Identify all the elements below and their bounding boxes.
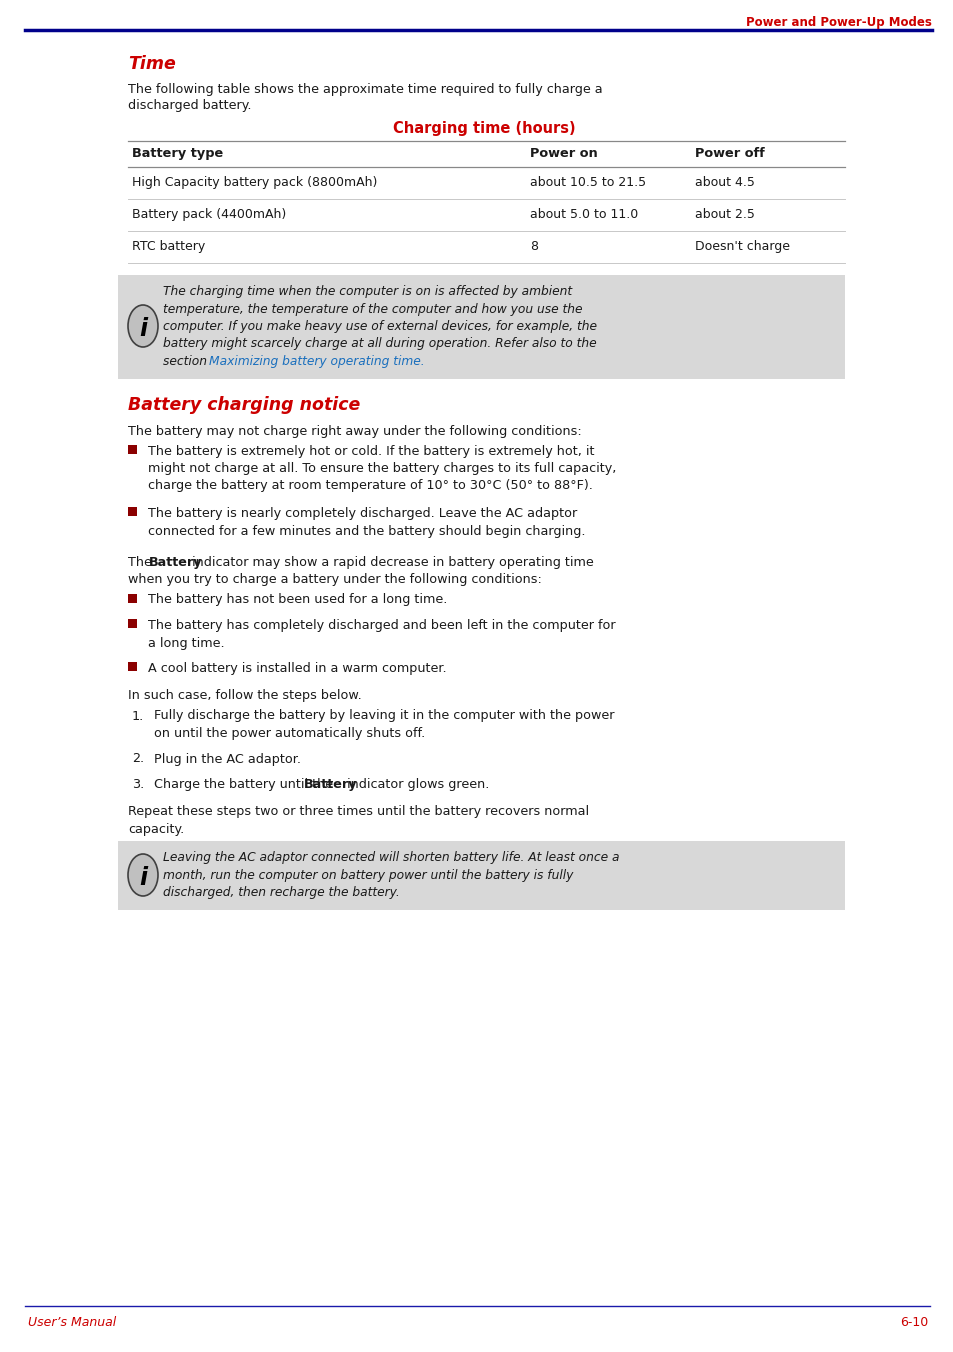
Text: Repeat these steps two or three times until the battery recovers normal: Repeat these steps two or three times un…: [128, 806, 589, 818]
Text: capacity.: capacity.: [128, 823, 184, 836]
Text: about 4.5: about 4.5: [695, 176, 754, 189]
Text: connected for a few minutes and the battery should begin charging.: connected for a few minutes and the batt…: [148, 525, 585, 538]
Text: 1.: 1.: [132, 710, 144, 722]
Text: The battery is nearly completely discharged. Leave the AC adaptor: The battery is nearly completely dischar…: [148, 507, 577, 521]
Text: 8: 8: [530, 241, 537, 253]
Ellipse shape: [128, 306, 158, 347]
Text: computer. If you make heavy use of external devices, for example, the: computer. If you make heavy use of exter…: [163, 320, 597, 333]
Bar: [128, 594, 137, 603]
Text: Maximizing battery operating time.: Maximizing battery operating time.: [209, 356, 424, 368]
Text: In such case, follow the steps below.: In such case, follow the steps below.: [128, 690, 361, 703]
Text: Time: Time: [128, 55, 175, 73]
Text: The following table shows the approximate time required to fully charge a: The following table shows the approximat…: [128, 82, 602, 96]
Text: section: section: [163, 356, 211, 368]
Text: battery might scarcely charge at all during operation. Refer also to the: battery might scarcely charge at all dur…: [163, 338, 596, 350]
Text: Power and Power-Up Modes: Power and Power-Up Modes: [745, 16, 931, 28]
Text: on until the power automatically shuts off.: on until the power automatically shuts o…: [153, 727, 425, 740]
Text: might not charge at all. To ensure the battery charges to its full capacity,: might not charge at all. To ensure the b…: [148, 462, 616, 475]
Text: The battery may not charge right away under the following conditions:: The battery may not charge right away un…: [128, 425, 581, 438]
Text: Charging time (hours): Charging time (hours): [393, 120, 575, 137]
Text: The battery has not been used for a long time.: The battery has not been used for a long…: [148, 594, 447, 607]
Bar: [128, 445, 137, 453]
Text: about 5.0 to 11.0: about 5.0 to 11.0: [530, 208, 638, 220]
Bar: [128, 662, 137, 671]
Text: Battery: Battery: [304, 777, 357, 791]
Text: indicator glows green.: indicator glows green.: [343, 777, 489, 791]
Text: Plug in the AC adaptor.: Plug in the AC adaptor.: [153, 753, 301, 765]
Bar: [128, 619, 137, 627]
Text: about 10.5 to 21.5: about 10.5 to 21.5: [530, 176, 645, 189]
Text: 3.: 3.: [132, 777, 144, 791]
Text: Fully discharge the battery by leaving it in the computer with the power: Fully discharge the battery by leaving i…: [153, 710, 614, 722]
Text: 2.: 2.: [132, 753, 144, 765]
Text: indicator may show a rapid decrease in battery operating time: indicator may show a rapid decrease in b…: [188, 556, 593, 569]
Text: Doesn't charge: Doesn't charge: [695, 241, 789, 253]
Text: i: i: [139, 867, 147, 890]
Text: i: i: [139, 316, 147, 341]
Text: Battery type: Battery type: [132, 147, 223, 160]
Text: Battery: Battery: [149, 556, 202, 569]
Text: 6-10: 6-10: [899, 1315, 927, 1329]
Text: High Capacity battery pack (8800mAh): High Capacity battery pack (8800mAh): [132, 176, 377, 189]
Text: a long time.: a long time.: [148, 637, 224, 649]
Bar: [118, 841, 844, 910]
Text: The battery is extremely hot or cold. If the battery is extremely hot, it: The battery is extremely hot or cold. If…: [148, 445, 594, 457]
Text: Leaving the AC adaptor connected will shorten battery life. At least once a: Leaving the AC adaptor connected will sh…: [163, 850, 618, 864]
Bar: [128, 507, 137, 516]
Text: Power off: Power off: [695, 147, 764, 160]
Text: Battery pack (4400mAh): Battery pack (4400mAh): [132, 208, 286, 220]
Text: Battery charging notice: Battery charging notice: [128, 396, 360, 415]
Text: Charge the battery until the: Charge the battery until the: [153, 777, 336, 791]
Ellipse shape: [128, 854, 158, 896]
Text: The battery has completely discharged and been left in the computer for: The battery has completely discharged an…: [148, 619, 615, 631]
Text: RTC battery: RTC battery: [132, 241, 205, 253]
Text: Power on: Power on: [530, 147, 598, 160]
Text: A cool battery is installed in a warm computer.: A cool battery is installed in a warm co…: [148, 662, 446, 675]
Text: temperature, the temperature of the computer and how you use the: temperature, the temperature of the comp…: [163, 303, 582, 315]
Text: month, run the computer on battery power until the battery is fully: month, run the computer on battery power…: [163, 868, 573, 882]
Text: discharged, then recharge the battery.: discharged, then recharge the battery.: [163, 886, 399, 899]
Text: discharged battery.: discharged battery.: [128, 99, 252, 112]
Text: charge the battery at room temperature of 10° to 30°C (50° to 88°F).: charge the battery at room temperature o…: [148, 480, 592, 492]
Text: The: The: [128, 556, 155, 569]
Text: User’s Manual: User’s Manual: [28, 1315, 116, 1329]
Bar: [118, 274, 844, 379]
Text: about 2.5: about 2.5: [695, 208, 754, 220]
Text: when you try to charge a battery under the following conditions:: when you try to charge a battery under t…: [128, 573, 541, 587]
Text: The charging time when the computer is on is affected by ambient: The charging time when the computer is o…: [163, 285, 572, 297]
